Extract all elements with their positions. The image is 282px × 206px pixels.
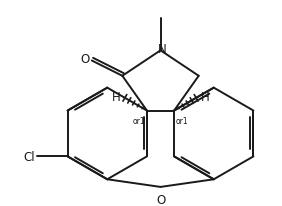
Text: or1: or1 [133, 117, 145, 126]
Text: H: H [201, 90, 209, 103]
Text: or1: or1 [176, 117, 188, 126]
Text: H: H [112, 90, 121, 103]
Text: N: N [158, 43, 167, 56]
Text: O: O [156, 193, 165, 206]
Text: Cl: Cl [23, 150, 34, 163]
Text: O: O [80, 53, 89, 66]
